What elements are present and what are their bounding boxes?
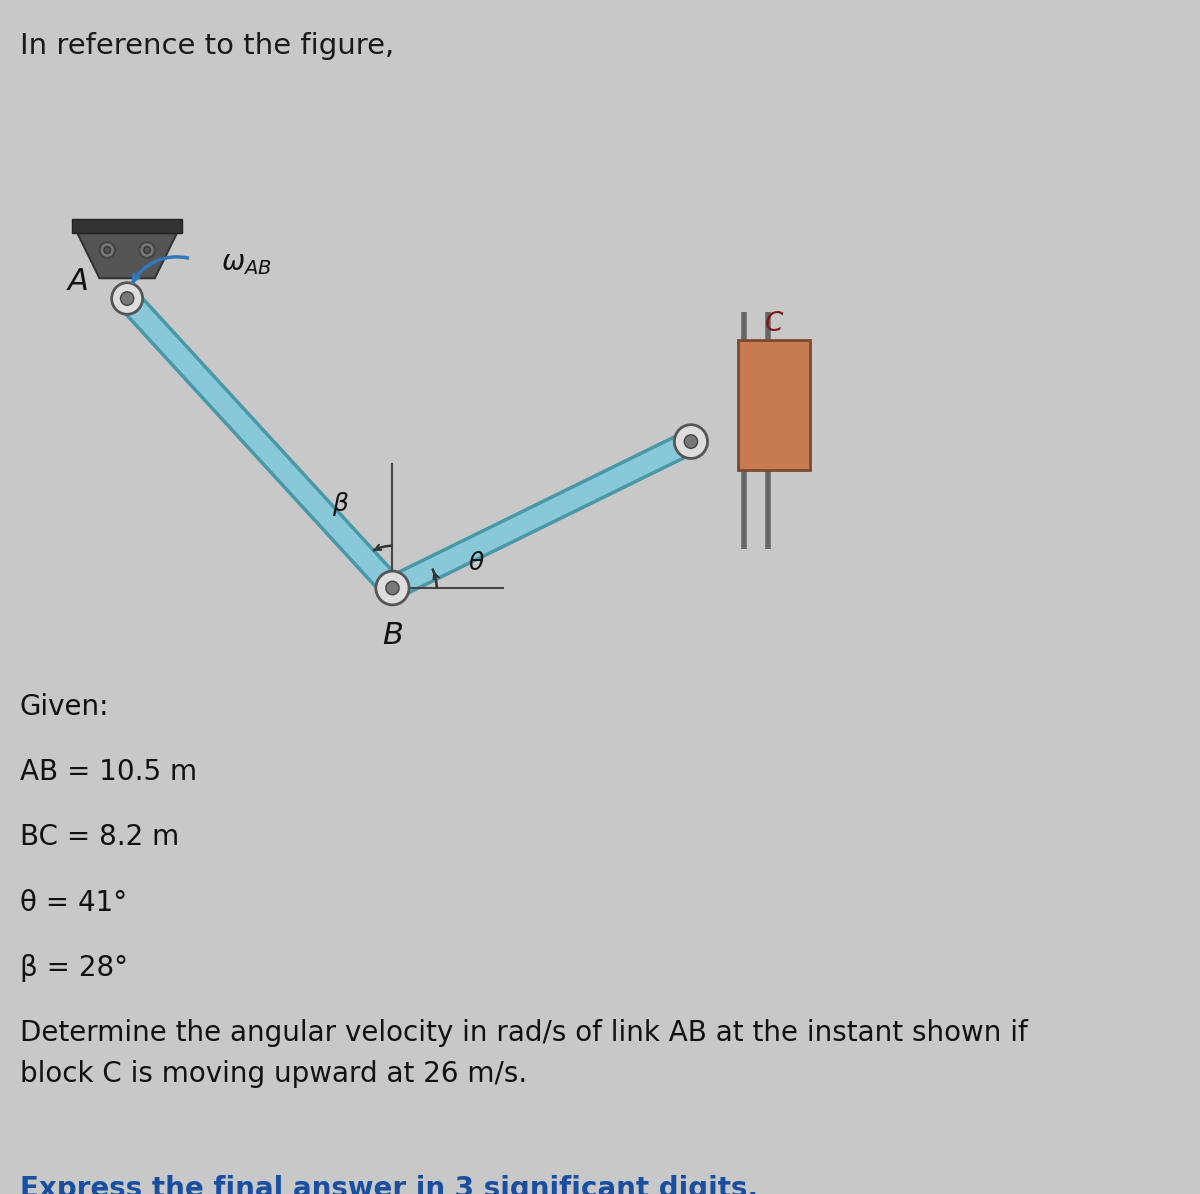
Polygon shape xyxy=(77,233,176,278)
Bar xyxy=(738,340,810,469)
Circle shape xyxy=(386,581,400,595)
Circle shape xyxy=(144,247,150,253)
Bar xyxy=(72,219,182,233)
Text: $\omega_{AB}$: $\omega_{AB}$ xyxy=(221,250,272,277)
Text: β = 28°: β = 28° xyxy=(20,954,128,983)
Circle shape xyxy=(376,571,409,605)
Circle shape xyxy=(120,291,133,306)
Circle shape xyxy=(674,425,708,458)
Text: AB = 10.5 m: AB = 10.5 m xyxy=(20,758,197,786)
Text: $C$: $C$ xyxy=(764,312,785,337)
Text: $\beta$: $\beta$ xyxy=(331,491,349,518)
Text: $B$: $B$ xyxy=(382,621,403,651)
Text: Given:: Given: xyxy=(20,693,109,721)
Text: $\theta$: $\theta$ xyxy=(468,550,485,576)
Circle shape xyxy=(112,283,143,314)
Text: Express the final answer in 3 significant digits.: Express the final answer in 3 significan… xyxy=(20,1175,758,1194)
Text: In reference to the figure,: In reference to the figure, xyxy=(20,31,394,60)
Text: BC = 8.2 m: BC = 8.2 m xyxy=(20,824,179,851)
Text: Determine the angular velocity in rad/s of link AB at the instant shown if
block: Determine the angular velocity in rad/s … xyxy=(20,1020,1027,1088)
Circle shape xyxy=(100,242,115,258)
Circle shape xyxy=(684,435,697,448)
Text: $A$: $A$ xyxy=(66,266,89,295)
Text: θ = 41°: θ = 41° xyxy=(20,888,127,917)
Circle shape xyxy=(139,242,155,258)
Circle shape xyxy=(104,247,110,253)
